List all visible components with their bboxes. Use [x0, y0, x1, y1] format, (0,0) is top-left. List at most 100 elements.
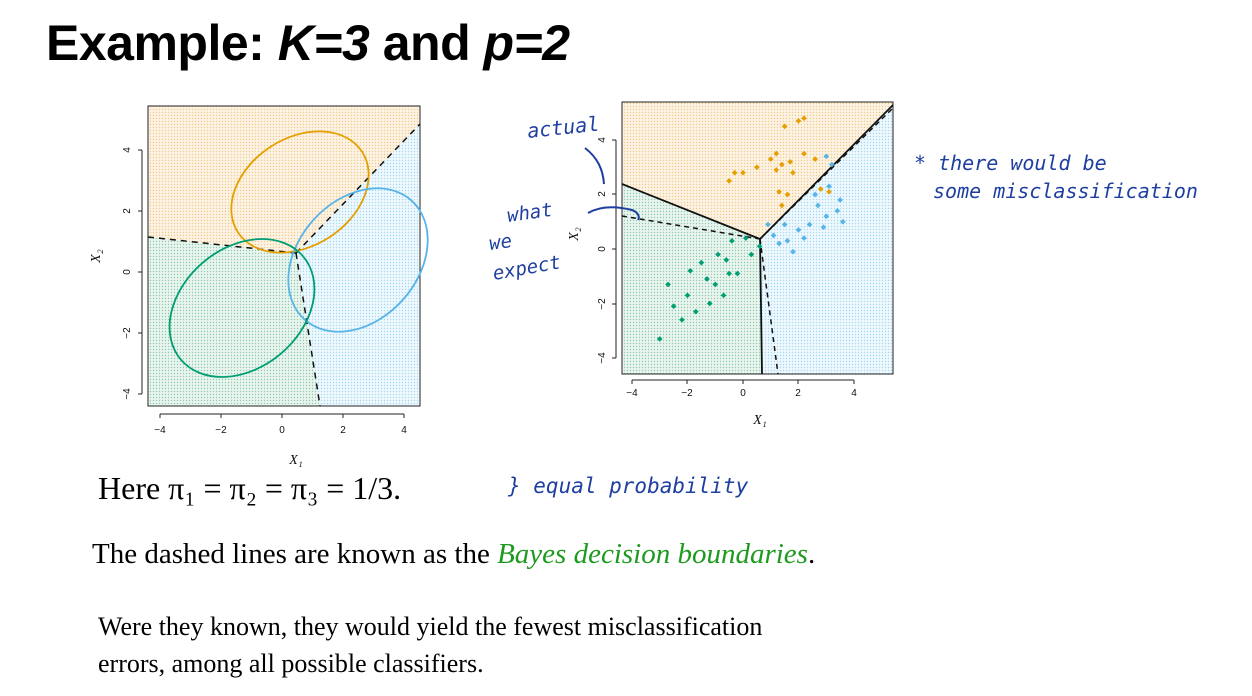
- scatter-point-green: [712, 281, 719, 288]
- x-tick-label: −4: [154, 425, 166, 436]
- fitted-boundary-3: [759, 238, 763, 375]
- y-tick-label: 2: [122, 208, 133, 214]
- scatter-point-orange: [779, 202, 785, 209]
- scatter-point-orange: [781, 123, 788, 130]
- scatter-point-green: [656, 336, 663, 342]
- scatter-point-green: [756, 243, 763, 250]
- scatter-point-green: [726, 270, 732, 277]
- boundary-blue-green: [295, 252, 321, 407]
- ellipse-green: [168, 238, 316, 378]
- scatter-point-orange: [795, 118, 802, 124]
- right-x-axis: −4 −2 0 2 4 X₁: [626, 379, 857, 428]
- bayes-term: Bayes decision boundaries: [497, 538, 808, 570]
- region-blue: [296, 124, 420, 406]
- y-tick-label: −4: [597, 352, 608, 364]
- fitted-boundary-1: [621, 183, 761, 240]
- scatter-point-blue: [765, 221, 771, 228]
- left-plot: −4 −2 0 2 4 X₂ −4 −2 0 2 4 X₁: [89, 105, 429, 468]
- scatter-point-orange: [726, 178, 732, 184]
- y-tick-label: −4: [122, 388, 133, 400]
- right-y-axis: −4 −2 0 2 4 X₂: [567, 137, 617, 364]
- y-tick-label: 2: [597, 191, 608, 197]
- y-axis-label: X₂: [89, 249, 104, 264]
- region-green: [148, 237, 320, 406]
- y-tick-label: 4: [122, 147, 133, 153]
- boundary-orange-green: [147, 236, 297, 254]
- ellipse-blue: [287, 187, 429, 333]
- paragraph-line: Were they known, they would yield the fe…: [98, 612, 763, 641]
- scatter-point-green: [698, 259, 705, 266]
- right-plot: −4 −2 0 2 4 X₂ −4 −2 0 2 4 X₁: [567, 101, 894, 428]
- scatter-point-orange: [740, 169, 746, 176]
- y-tick-label: 4: [597, 137, 608, 143]
- y-tick-label: 0: [122, 269, 133, 275]
- x-axis-label: X₁: [752, 413, 766, 428]
- x-tick-label: 2: [340, 425, 346, 436]
- scatter-point-blue: [828, 161, 835, 168]
- y-tick-label: −2: [597, 298, 608, 310]
- scatter-point-green: [665, 281, 671, 288]
- scatter-point-blue: [837, 197, 843, 203]
- annotation-equal-probability: } equal probability: [507, 474, 749, 498]
- annotation-actual: actual: [526, 112, 600, 143]
- scatter-point-orange: [826, 188, 832, 195]
- scatter-point-green: [742, 235, 749, 241]
- x-axis-label: X₁: [288, 453, 302, 468]
- sentence-prefix: The dashed lines are known as the: [92, 538, 498, 570]
- scatter-point-blue: [820, 224, 827, 231]
- x-tick-label: 4: [401, 425, 407, 436]
- x-tick-label: 2: [795, 388, 801, 399]
- scatter-point-blue: [834, 208, 841, 214]
- scatter-point-blue: [770, 232, 777, 239]
- sentence-suffix: .: [807, 538, 816, 570]
- scatter-point-orange: [784, 191, 791, 198]
- scatter-point-orange: [817, 186, 824, 192]
- region-orange: [148, 106, 420, 253]
- scatter-point-orange: [754, 164, 760, 171]
- slide-title: Example: K=3 and p=2: [46, 15, 570, 71]
- annotation-note-line1: * there would be: [914, 151, 1107, 175]
- arrow-actual: [584, 147, 605, 185]
- bayes-boundary-2: [759, 107, 894, 240]
- bayes-boundary-3: [759, 238, 779, 375]
- region-green-fitted: [622, 184, 762, 374]
- bayes-boundary-sentence: The dashed lines are known as the Bayes …: [92, 538, 815, 571]
- x-tick-label: −4: [626, 388, 638, 399]
- region-blue-fitted: [760, 105, 893, 374]
- x-tick-label: 0: [279, 425, 285, 436]
- scatter-point-green: [729, 237, 735, 244]
- scatter-point-green: [687, 267, 694, 274]
- ellipse-orange: [230, 130, 370, 254]
- scatter-point-blue: [826, 183, 832, 190]
- scatter-point-blue: [795, 227, 802, 233]
- y-axis-label: X₂: [567, 227, 582, 242]
- scatter-point-green: [723, 257, 730, 263]
- handwritten-annotations: actual what we expect * there would be s…: [488, 112, 1198, 498]
- annotation-what: what: [506, 199, 554, 227]
- scatter-point-green: [692, 308, 699, 315]
- x-tick-label: −2: [215, 425, 227, 436]
- boundary-orange-blue: [295, 123, 421, 254]
- y-tick-label: −2: [122, 327, 133, 339]
- scatter-point-green: [715, 251, 721, 258]
- paragraph-line: errors, among all possible classifiers.: [98, 649, 484, 678]
- annotation-expect: expect: [491, 251, 562, 285]
- scatter-point-green: [670, 303, 677, 310]
- scatter-point-blue: [812, 191, 818, 198]
- left-x-axis: −4 −2 0 2 4 X₁: [154, 413, 407, 468]
- scatter-point-blue: [823, 153, 830, 160]
- annotation-we: we: [488, 230, 514, 255]
- scatter-point-green: [720, 292, 727, 299]
- scatter-point-blue: [823, 213, 830, 220]
- x-tick-label: 4: [851, 388, 857, 399]
- scatter-point-orange: [779, 161, 785, 168]
- arrow-expect: [587, 206, 640, 221]
- scatter-point-blue: [784, 237, 791, 244]
- x-tick-label: −2: [681, 388, 693, 399]
- scatter-point-orange: [767, 156, 774, 162]
- left-y-axis: −4 −2 0 2 4 X₂: [89, 147, 143, 400]
- region-orange-fitted: [622, 102, 893, 239]
- y-tick-label: 0: [597, 246, 608, 252]
- equal-priors-line: Here π₁ = π₂ = π₃ = 1/3.: [98, 470, 402, 506]
- scatter-point-blue: [840, 218, 846, 225]
